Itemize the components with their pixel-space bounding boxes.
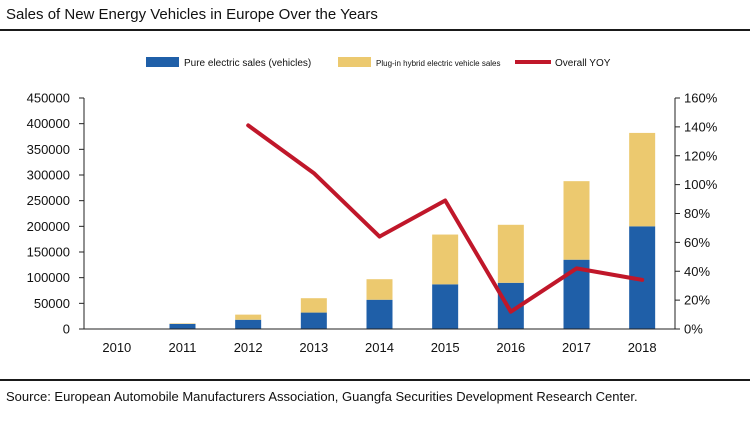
bar-plug-in-hybrid <box>432 234 459 285</box>
yoy-line-group <box>246 123 645 314</box>
left-tick-label: 0 <box>63 322 70 337</box>
left-tick-label: 50000 <box>34 296 70 311</box>
bar-pure-electric <box>366 299 393 329</box>
right-tick-label: 0% <box>684 322 703 337</box>
bar-pure-electric <box>300 312 327 329</box>
legend: Pure electric sales (vehicles) Plug-in hy… <box>146 57 611 69</box>
x-tick-label: 2016 <box>496 340 525 355</box>
x-tick-label: 2012 <box>234 340 263 355</box>
left-tick-label: 200000 <box>27 219 70 234</box>
right-tick-label: 20% <box>684 293 710 308</box>
right-tick-label: 40% <box>684 264 710 279</box>
x-tick-label: 2015 <box>431 340 460 355</box>
left-tick-label: 400000 <box>27 116 70 131</box>
bar-pure-electric <box>432 284 459 329</box>
x-axis: 2010 2011 2012 2013 2014 2015 2016 2017 2018 <box>84 328 675 355</box>
legend-label-yoy: Overall YOY <box>555 58 611 69</box>
legend-swatch-plug-in-hybrid <box>338 57 371 67</box>
x-tick-label: 2011 <box>169 340 197 355</box>
left-tick-label: 100000 <box>27 270 70 285</box>
source-note: Source: European Automobile Manufacturer… <box>6 389 638 404</box>
right-tick-label: 120% <box>684 148 718 163</box>
bar-pure-electric <box>235 319 262 329</box>
right-tick-label: 140% <box>684 119 718 134</box>
bars <box>103 132 656 329</box>
legend-label-plug-in-hybrid: Plug-in hybrid electric vehicle sales <box>376 59 501 68</box>
x-tick-label: 2017 <box>562 340 591 355</box>
chart-title: Sales of New Energy Vehicles in Europe O… <box>6 6 378 23</box>
x-tick-label: 2014 <box>365 340 394 355</box>
left-tick-label: 250000 <box>27 193 70 208</box>
chart: Pure electric sales (vehicles) Plug-in hy… <box>27 57 718 355</box>
legend-label-pure-electric: Pure electric sales (vehicles) <box>184 58 311 69</box>
bar-plug-in-hybrid <box>497 224 524 283</box>
right-tick-label: 100% <box>684 177 718 192</box>
right-tick-label: 60% <box>684 235 710 250</box>
right-axis: 0% 20% 40% 60% 80% 100% 120% 140% 160% <box>674 91 718 337</box>
right-tick-label: 160% <box>684 91 718 106</box>
left-axis: 0 50000 100000 150000 200000 250000 300000 3500… <box>27 91 85 337</box>
bar-plug-in-hybrid <box>169 323 196 324</box>
bar-plug-in-hybrid <box>235 314 262 320</box>
x-tick-label: 2013 <box>299 340 328 355</box>
top-rule <box>0 29 750 31</box>
bar-plug-in-hybrid <box>563 181 590 260</box>
bar-plug-in-hybrid <box>629 132 656 227</box>
left-tick-label: 450000 <box>27 91 70 106</box>
x-tick-label: 2010 <box>102 340 131 355</box>
bar-plug-in-hybrid <box>300 298 327 313</box>
right-tick-label: 80% <box>684 206 710 221</box>
left-tick-label: 350000 <box>27 142 70 157</box>
legend-swatch-pure-electric <box>146 57 179 67</box>
left-tick-label: 300000 <box>27 168 70 183</box>
bottom-rule <box>0 379 750 381</box>
yoy-line <box>246 123 645 314</box>
bar-plug-in-hybrid <box>366 279 393 300</box>
bar-pure-electric <box>169 323 196 329</box>
left-tick-label: 150000 <box>27 245 70 260</box>
x-tick-label: 2018 <box>628 340 657 355</box>
